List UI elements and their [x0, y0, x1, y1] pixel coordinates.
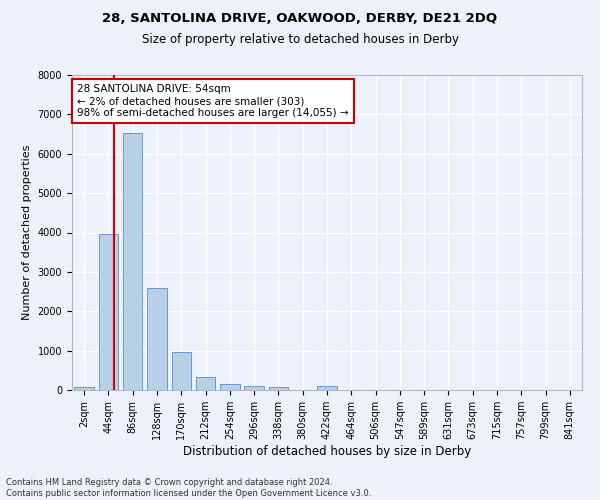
Bar	[74, 387, 94, 390]
Bar	[196, 378, 215, 390]
Text: Size of property relative to detached houses in Derby: Size of property relative to detached ho…	[142, 32, 458, 46]
Text: 28, SANTOLINA DRIVE, OAKWOOD, DERBY, DE21 2DQ: 28, SANTOLINA DRIVE, OAKWOOD, DERBY, DE2…	[103, 12, 497, 26]
Bar	[317, 386, 337, 390]
Text: Contains HM Land Registry data © Crown copyright and database right 2024.
Contai: Contains HM Land Registry data © Crown c…	[6, 478, 371, 498]
Bar	[244, 386, 264, 390]
Bar	[269, 387, 288, 390]
Bar	[99, 234, 118, 390]
Bar	[123, 134, 142, 390]
Y-axis label: Number of detached properties: Number of detached properties	[22, 145, 32, 320]
Bar	[220, 384, 239, 390]
Text: 28 SANTOLINA DRIVE: 54sqm
← 2% of detached houses are smaller (303)
98% of semi-: 28 SANTOLINA DRIVE: 54sqm ← 2% of detach…	[77, 84, 349, 117]
Bar	[147, 288, 167, 390]
X-axis label: Distribution of detached houses by size in Derby: Distribution of detached houses by size …	[183, 445, 471, 458]
Bar	[172, 352, 191, 390]
